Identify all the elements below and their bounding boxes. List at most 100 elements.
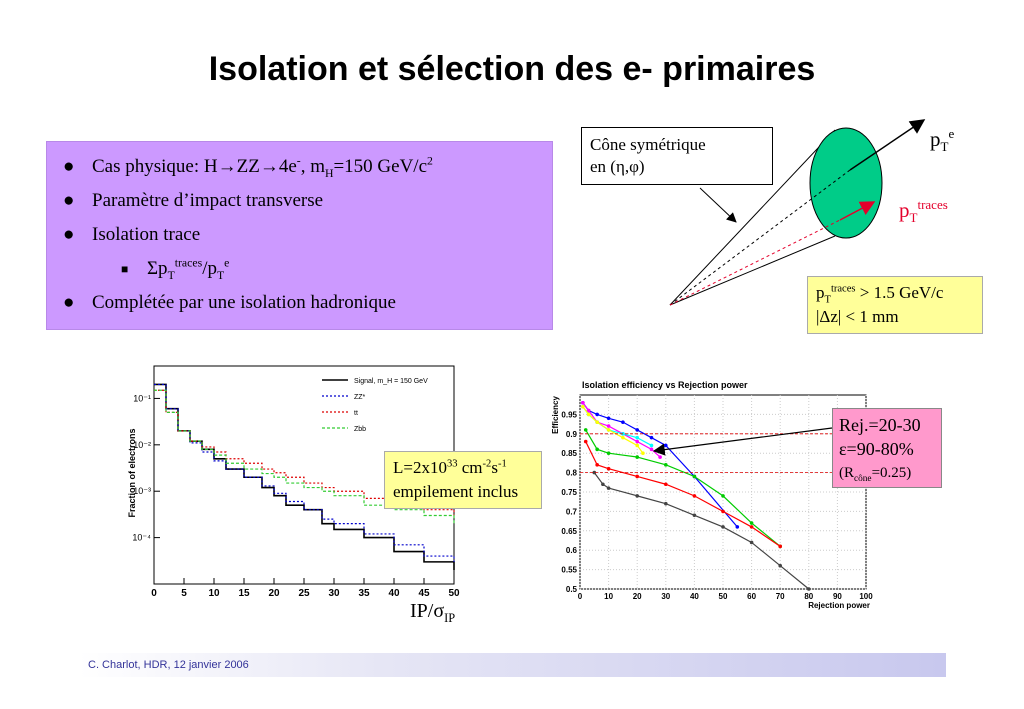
data-point <box>595 420 599 424</box>
efficiency-rejection-chart: Isolation efficiency vs Rejection power … <box>548 375 878 615</box>
bullet-box: ● Cas physique: H→ZZ→4e-, mH=150 GeV/c2 … <box>46 141 553 330</box>
y-tick-label: 0.8 <box>566 469 578 478</box>
track-cut-pt: pTtraces > 1.5 GeV/c <box>816 283 944 306</box>
y-tick-label: 0.95 <box>561 410 577 419</box>
data-point <box>649 447 654 452</box>
data-point <box>601 482 605 487</box>
legend-label: ZZ* <box>354 394 366 401</box>
tracks-arrow <box>839 201 876 221</box>
data-point <box>635 435 639 440</box>
data-point <box>778 563 782 568</box>
data-point <box>649 435 654 440</box>
bullet-text-impact: Paramètre d’impact transverse <box>92 190 324 211</box>
luminosity-box: L=2x1033 cm-2s-1 empilement inclus <box>384 451 542 509</box>
series-line <box>154 383 455 562</box>
x-tick-label: 20 <box>633 592 642 601</box>
data-point <box>664 501 668 506</box>
ip-axis-label: IP/σIP <box>410 600 456 625</box>
data-point <box>664 463 668 467</box>
y-tick-label: 0.9 <box>566 430 578 439</box>
data-point <box>635 439 639 444</box>
data-point <box>621 420 625 424</box>
cone-ellipse <box>809 127 883 239</box>
bullet-dot-icon: ● <box>63 292 75 313</box>
x-tick-label: 90 <box>833 592 842 601</box>
rejection-box: Rej.=20-30 ε=90-80% (Rcône=0.25) <box>832 408 942 488</box>
data-point <box>658 455 662 459</box>
y-tick-label: 0.75 <box>561 488 577 497</box>
data-point <box>592 470 597 475</box>
bullet-text-isolation: Isolation trace <box>92 224 201 245</box>
legend-label: Zbb <box>354 426 366 433</box>
cone-label-line1: Cône symétrique <box>590 135 706 154</box>
cone-label-box: Cône symétrique en (η,φ) <box>581 127 773 185</box>
x-tick-label: 50 <box>719 592 728 601</box>
data-point <box>581 404 585 409</box>
y-tick-label: 0.65 <box>561 527 577 536</box>
rejection-line3: (Rcône=0.25) <box>839 465 912 484</box>
data-point <box>583 439 588 444</box>
y-tick-label: 0.7 <box>566 507 578 516</box>
x-tick-label: 30 <box>328 588 340 599</box>
data-point <box>635 474 639 479</box>
data-point <box>606 424 611 428</box>
y-tick-label: 0.5 <box>566 585 578 594</box>
data-point <box>606 416 611 421</box>
data-point <box>635 494 639 498</box>
x-tick-label: 80 <box>804 592 813 601</box>
label-pointer-arrow <box>699 187 737 223</box>
x-tick-label: 0 <box>151 588 157 599</box>
x-tick-label: 10 <box>208 588 220 599</box>
y-tick-label: 10⁻¹ <box>133 393 151 403</box>
electron-axis-dashed <box>669 169 851 306</box>
data-point <box>721 509 725 514</box>
data-point <box>807 587 811 591</box>
bullet-item: ● Paramètre d’impact transverse <box>63 184 552 218</box>
data-point <box>595 447 599 452</box>
data-point <box>692 494 697 498</box>
rejection-line1: Rej.=20-30 <box>839 415 921 435</box>
data-point <box>735 525 740 529</box>
cone-label-line2: en (η,φ) <box>590 157 645 176</box>
pointer-arrow <box>652 427 833 456</box>
data-point <box>749 540 754 545</box>
bullet-item: ● Complétée par une isolation hadronique <box>63 286 552 320</box>
data-point <box>692 474 697 479</box>
y-tick-label: 10⁻² <box>133 440 151 450</box>
series-line <box>582 402 738 528</box>
x-tick-label: 25 <box>298 588 310 599</box>
bullet-text-hadronic: Complétée par une isolation hadronique <box>92 292 396 313</box>
x-tick-label: 60 <box>747 592 756 601</box>
bullet-text-physics: Cas physique: H→ZZ→4e-, mH=150 GeV/c2 <box>92 154 433 180</box>
luminosity-line1: L=2x1033 cm-2s-1 <box>393 458 507 477</box>
slide-title: Isolation et sélection des e- primaires <box>208 50 816 88</box>
data-point <box>581 400 585 405</box>
data-point <box>583 428 588 432</box>
x-tick-label: 45 <box>418 588 430 599</box>
x-tick-label: 10 <box>604 592 613 601</box>
series-line <box>582 402 661 458</box>
data-point <box>621 435 625 440</box>
data-point <box>595 463 599 467</box>
bullet-dot-icon: ● <box>63 224 75 245</box>
data-point <box>595 412 599 417</box>
data-point <box>586 408 591 413</box>
data-point <box>721 525 725 529</box>
data-point <box>641 451 645 455</box>
x-tick-label: 50 <box>448 588 460 599</box>
x-tick-label: 35 <box>358 588 370 599</box>
rejection-line2: ε=90-80% <box>839 439 914 459</box>
footer-bar: C. Charlot, HDR, 12 janvier 2006 <box>78 653 946 677</box>
tracks-axis-dashed <box>669 219 841 306</box>
bullet-subitem: ■ ΣpTtraces/pTe <box>63 252 552 286</box>
x-tick-label: 70 <box>776 592 785 601</box>
rejection-pointer <box>652 427 833 456</box>
x-axis-label: Rejection power <box>808 601 870 610</box>
x-tick-label: 15 <box>238 588 250 599</box>
x-tick-label: 40 <box>690 592 699 601</box>
y-axis-label: Fraction of electrons <box>127 428 137 517</box>
series-line <box>593 472 810 590</box>
y-axis-label: Efficiency <box>551 396 560 434</box>
cone-upper-edge <box>669 129 836 306</box>
track-cut-dz: |Δz| < 1 mm <box>816 307 899 326</box>
